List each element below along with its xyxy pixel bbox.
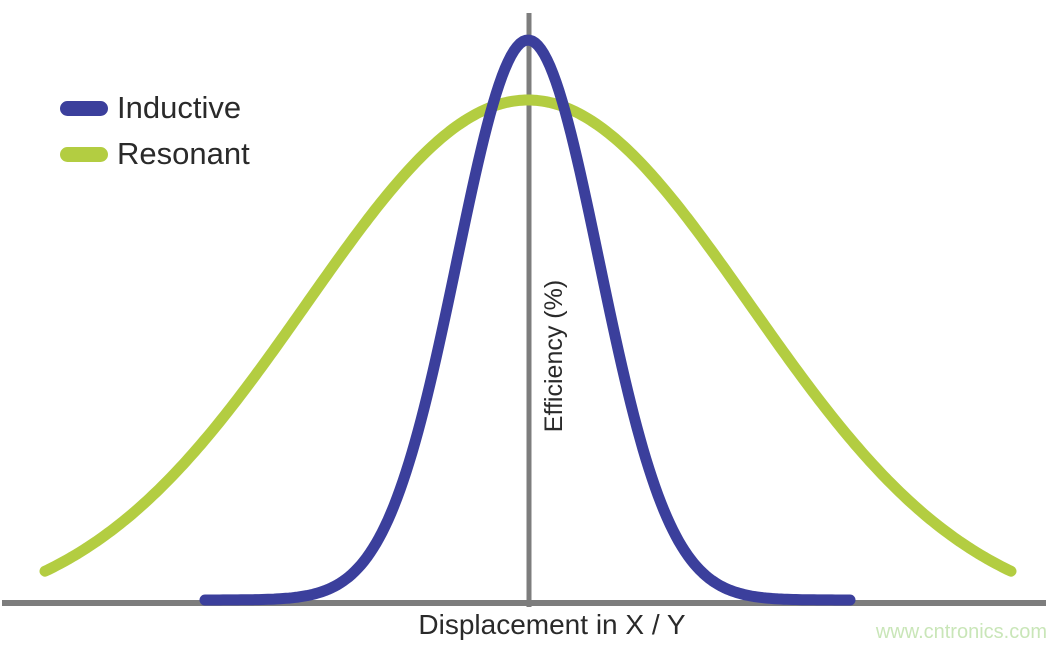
resonant-series-swatch (60, 146, 108, 162)
inductive-curve (199, 34, 856, 606)
y-axis-label: Efficiency (%) (540, 279, 568, 433)
legend-label-resonant: Resonant (117, 136, 250, 171)
legend-item-resonant: Resonant (60, 131, 250, 177)
x-axis-label: Displacement in X / Y (418, 609, 686, 640)
resonant-curve (39, 94, 1017, 577)
inductive-series-swatch (60, 100, 108, 116)
legend: Inductive Resonant (60, 85, 250, 177)
legend-label-inductive: Inductive (117, 90, 242, 125)
watermark: www.cntronics.com (875, 621, 1047, 643)
legend-item-inductive: Inductive (60, 85, 250, 131)
